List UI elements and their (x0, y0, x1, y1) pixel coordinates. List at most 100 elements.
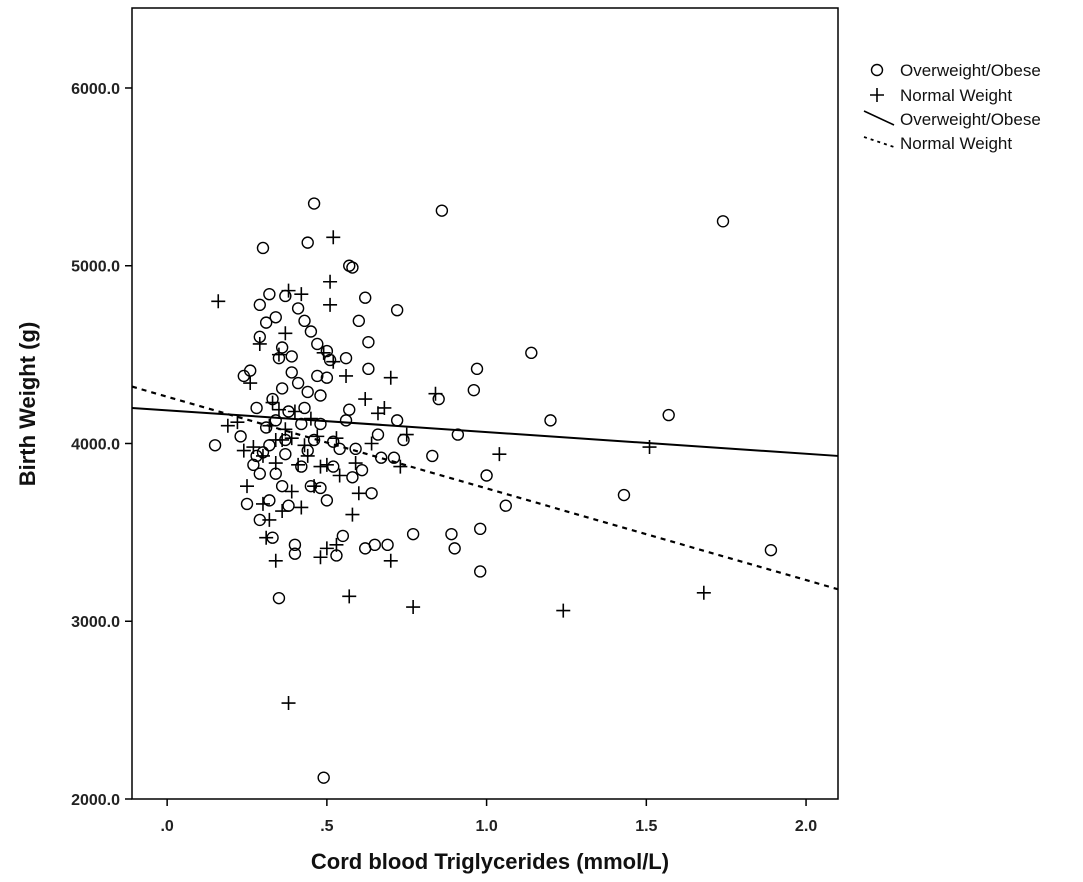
point-overweight-obese (247, 458, 260, 472)
point-overweight-obese (314, 417, 327, 431)
point-normal-weight (259, 530, 274, 545)
legend-plus-marker (870, 88, 884, 102)
point-overweight-obese (317, 771, 330, 784)
y-tick-label: 3000.0 (71, 614, 120, 631)
point-overweight-obese (426, 449, 439, 463)
point-normal-weight (642, 440, 657, 455)
x-tick-label: .0 (160, 818, 173, 835)
point-overweight-obese (470, 362, 484, 376)
point-overweight-obese (381, 538, 394, 552)
point-normal-weight (345, 507, 360, 522)
point-overweight-obese (474, 522, 487, 536)
point-overweight-obese (301, 236, 314, 249)
point-overweight-obese (333, 442, 346, 456)
point-overweight-obese (275, 382, 289, 395)
point-overweight-obese (285, 350, 298, 363)
point-overweight-obese (327, 460, 340, 473)
x-tick-label: .5 (320, 818, 333, 835)
point-overweight-obese (387, 451, 401, 464)
point-overweight-obese (275, 341, 289, 354)
y-axis-title: Birth Weight (g) (15, 322, 40, 487)
point-normal-weight (428, 386, 443, 401)
point-normal-weight (383, 370, 398, 385)
x-tick-label: 1.0 (475, 818, 497, 835)
point-normal-weight (303, 411, 318, 426)
point-overweight-obese (314, 389, 327, 402)
point-normal-weight (326, 230, 341, 245)
y-tick-label: 4000.0 (71, 436, 120, 453)
point-normal-weight (696, 585, 711, 600)
fit-lines (131, 385, 839, 591)
point-normal-weight (246, 440, 261, 455)
point-overweight-obese (304, 325, 318, 338)
point-overweight-obese (544, 414, 557, 427)
point-normal-weight (281, 696, 296, 711)
y-tick-label: 2000.0 (71, 792, 120, 809)
point-normal-weight (291, 457, 306, 472)
point-normal-weight (339, 368, 354, 383)
point-overweight-obese (291, 302, 305, 315)
point-overweight-obese (285, 366, 298, 379)
point-normal-weight (393, 459, 408, 474)
point-overweight-obese (320, 494, 334, 507)
point-normal-weight (265, 395, 280, 410)
point-overweight-obese (716, 215, 730, 228)
point-normal-weight (323, 297, 338, 312)
point-normal-weight (377, 400, 392, 415)
point-overweight-obese (298, 314, 311, 328)
point-overweight-obese (365, 487, 378, 500)
point-normal-weight (281, 283, 296, 298)
point-overweight-obese (320, 371, 334, 384)
point-normal-weight (255, 496, 270, 511)
point-normal-weight (220, 418, 235, 433)
point-normal-weight (278, 422, 293, 437)
point-normal-weight (275, 504, 290, 519)
point-overweight-obese (346, 471, 359, 484)
point-overweight-obese (336, 529, 350, 543)
point-overweight-obese (617, 488, 631, 502)
point-normal-weight (275, 432, 290, 447)
point-normal-weight (342, 589, 357, 604)
fit-line-normal-weight (131, 385, 839, 591)
point-overweight-obese (445, 527, 458, 541)
point-normal-weight (243, 376, 258, 391)
point-overweight-obese (359, 291, 372, 304)
point-normal-weight (262, 418, 277, 433)
legend-label: Overweight/Obese (900, 61, 1041, 80)
y-tick-label: 6000.0 (71, 81, 120, 98)
point-overweight-obese (288, 547, 302, 560)
point-normal-weight (492, 447, 507, 462)
point-overweight-obese (390, 414, 404, 427)
point-normal-weight (399, 427, 414, 442)
point-overweight-obese (295, 417, 308, 431)
point-normal-weight (556, 603, 571, 618)
point-overweight-obese (307, 433, 321, 447)
point-overweight-obese (339, 351, 353, 365)
point-normal-weight (323, 274, 338, 289)
point-normal-weight (307, 479, 322, 494)
point-overweight-obese (253, 467, 266, 480)
point-overweight-obese (259, 421, 273, 434)
point-overweight-obese (240, 497, 254, 511)
x-axis-title: Cord blood Triglycerides (mmol/L) (311, 849, 669, 874)
legend-dashed-line (863, 136, 895, 148)
point-normal-weight (348, 456, 363, 471)
point-normal-weight (287, 404, 302, 419)
point-overweight-obese (263, 439, 276, 452)
point-overweight-obese (764, 543, 778, 557)
point-normal-weight (230, 415, 245, 430)
point-overweight-obese (298, 401, 311, 415)
point-overweight-obese (499, 499, 512, 512)
point-overweight-obese (208, 439, 222, 452)
point-normal-weight (364, 436, 379, 451)
point-normal-weight (271, 347, 286, 362)
legend-item: Overweight/Obese (870, 61, 1041, 80)
point-overweight-obese (525, 346, 538, 360)
point-overweight-obese (362, 335, 375, 349)
legend-item: Overweight/Obese (863, 110, 1041, 129)
point-normal-weight (313, 459, 328, 474)
y-tick-label: 5000.0 (71, 259, 120, 276)
point-overweight-obese (320, 344, 334, 358)
point-overweight-obese (295, 460, 308, 473)
point-overweight-obese (291, 376, 305, 390)
